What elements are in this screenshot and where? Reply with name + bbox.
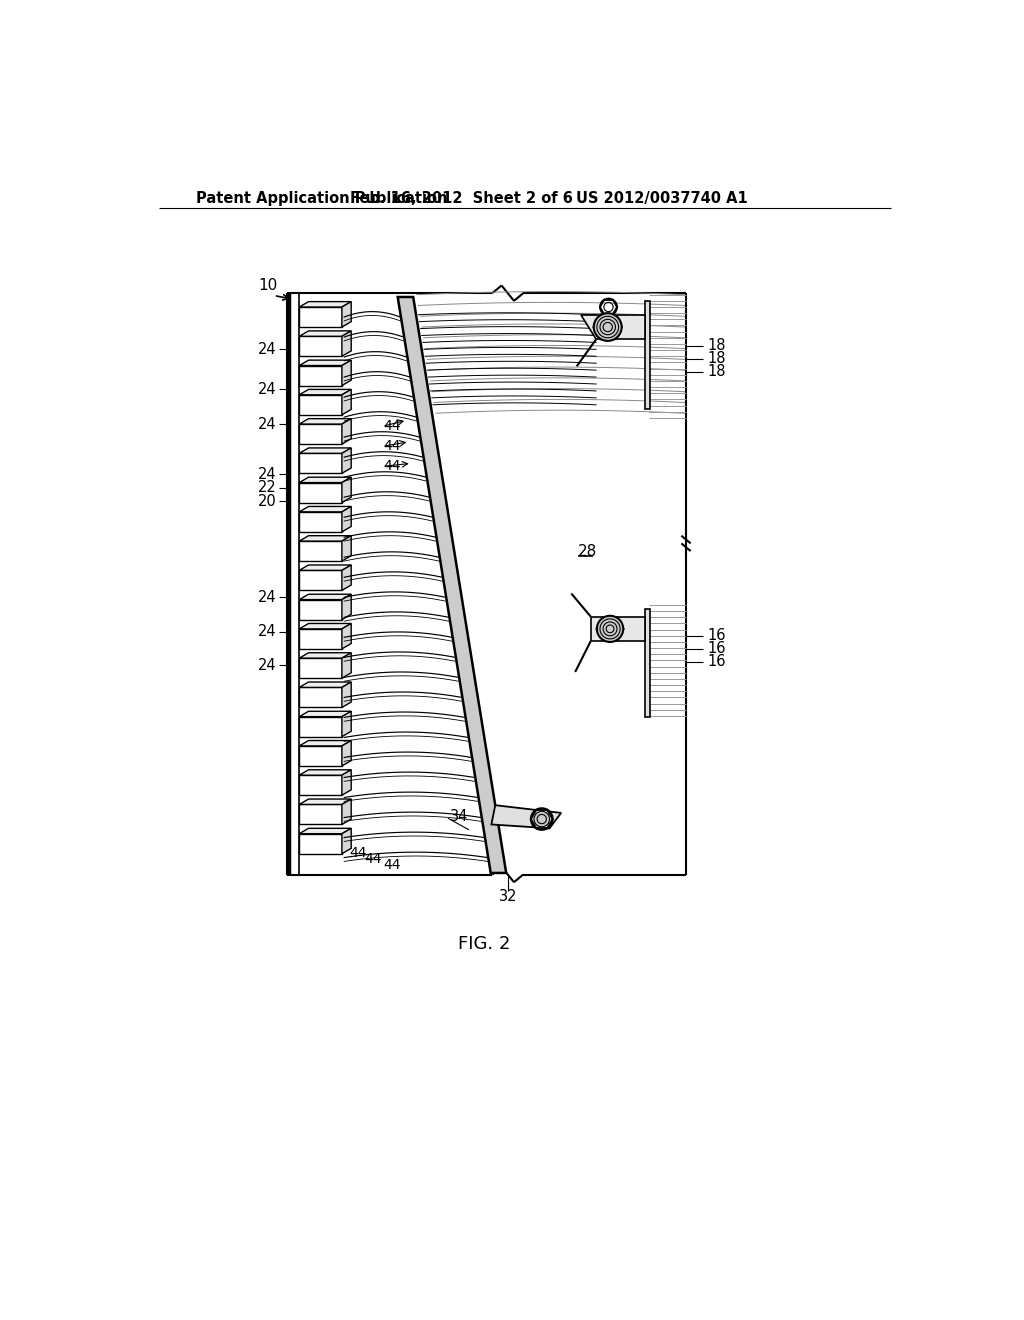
Text: 44: 44: [365, 853, 382, 866]
Polygon shape: [299, 512, 342, 532]
Polygon shape: [299, 741, 351, 746]
Polygon shape: [299, 424, 342, 444]
Polygon shape: [299, 447, 351, 453]
Text: 10: 10: [258, 279, 278, 293]
Polygon shape: [342, 741, 351, 766]
Polygon shape: [645, 301, 650, 409]
Polygon shape: [299, 331, 351, 337]
Polygon shape: [299, 302, 351, 308]
Polygon shape: [299, 418, 351, 424]
Text: 32: 32: [499, 888, 517, 904]
Text: 16: 16: [708, 642, 726, 656]
Polygon shape: [299, 623, 351, 628]
Polygon shape: [342, 418, 351, 444]
Text: 24: 24: [258, 417, 276, 432]
Polygon shape: [342, 331, 351, 356]
Polygon shape: [299, 565, 351, 570]
Circle shape: [597, 615, 624, 642]
Polygon shape: [299, 770, 351, 775]
Polygon shape: [342, 653, 351, 678]
Polygon shape: [299, 799, 351, 804]
Polygon shape: [299, 360, 351, 366]
Polygon shape: [342, 682, 351, 708]
Polygon shape: [342, 536, 351, 561]
Polygon shape: [299, 717, 342, 737]
Polygon shape: [299, 594, 351, 599]
Polygon shape: [299, 337, 342, 356]
Polygon shape: [591, 616, 645, 642]
Polygon shape: [299, 829, 351, 834]
Text: 24: 24: [258, 624, 276, 639]
Polygon shape: [299, 688, 342, 708]
Text: 20: 20: [258, 494, 276, 508]
Polygon shape: [342, 478, 351, 503]
Polygon shape: [397, 297, 506, 873]
Text: 24: 24: [258, 657, 276, 673]
Polygon shape: [299, 682, 351, 688]
Text: Feb. 16, 2012  Sheet 2 of 6: Feb. 16, 2012 Sheet 2 of 6: [350, 191, 572, 206]
Circle shape: [530, 808, 553, 830]
Text: 44: 44: [384, 459, 401, 474]
Polygon shape: [299, 478, 351, 483]
Polygon shape: [342, 623, 351, 649]
Polygon shape: [342, 302, 351, 327]
Polygon shape: [299, 804, 342, 825]
Text: 16: 16: [708, 628, 726, 643]
Polygon shape: [342, 389, 351, 414]
Text: 18: 18: [708, 338, 726, 352]
Polygon shape: [299, 570, 342, 590]
Text: 34: 34: [450, 809, 468, 824]
Text: 44: 44: [384, 420, 401, 433]
Polygon shape: [299, 653, 351, 659]
Polygon shape: [299, 389, 351, 395]
Polygon shape: [299, 453, 342, 474]
Polygon shape: [299, 659, 342, 678]
Polygon shape: [342, 799, 351, 825]
Polygon shape: [342, 565, 351, 590]
Polygon shape: [492, 805, 561, 829]
Polygon shape: [299, 541, 342, 561]
Text: Patent Application Publication: Patent Application Publication: [197, 191, 447, 206]
Polygon shape: [299, 599, 342, 619]
Polygon shape: [299, 711, 351, 717]
Polygon shape: [581, 314, 645, 339]
Text: 18: 18: [708, 351, 726, 366]
Polygon shape: [342, 447, 351, 474]
Polygon shape: [299, 536, 351, 541]
Polygon shape: [299, 628, 342, 649]
Text: 16: 16: [708, 655, 726, 669]
Polygon shape: [342, 594, 351, 619]
Text: 22: 22: [258, 480, 276, 495]
Polygon shape: [342, 360, 351, 385]
Text: 44: 44: [384, 858, 401, 873]
Text: 44: 44: [384, 440, 401, 453]
Polygon shape: [645, 609, 650, 717]
Text: US 2012/0037740 A1: US 2012/0037740 A1: [577, 191, 748, 206]
Polygon shape: [342, 711, 351, 737]
Text: 24: 24: [258, 381, 276, 397]
Circle shape: [594, 313, 622, 341]
Polygon shape: [299, 308, 342, 327]
Text: 24: 24: [258, 590, 276, 605]
Polygon shape: [299, 775, 342, 795]
Text: 28: 28: [578, 544, 597, 558]
Text: 44: 44: [349, 846, 367, 859]
Polygon shape: [342, 507, 351, 532]
Text: 24: 24: [258, 466, 276, 482]
Polygon shape: [299, 483, 342, 503]
Polygon shape: [299, 746, 342, 766]
Polygon shape: [299, 366, 342, 385]
Polygon shape: [299, 507, 351, 512]
Polygon shape: [342, 829, 351, 854]
Polygon shape: [342, 770, 351, 795]
Text: FIG. 2: FIG. 2: [459, 935, 511, 953]
Polygon shape: [299, 834, 342, 854]
Text: 24: 24: [258, 342, 276, 356]
Text: 18: 18: [708, 364, 726, 379]
Polygon shape: [299, 395, 342, 414]
